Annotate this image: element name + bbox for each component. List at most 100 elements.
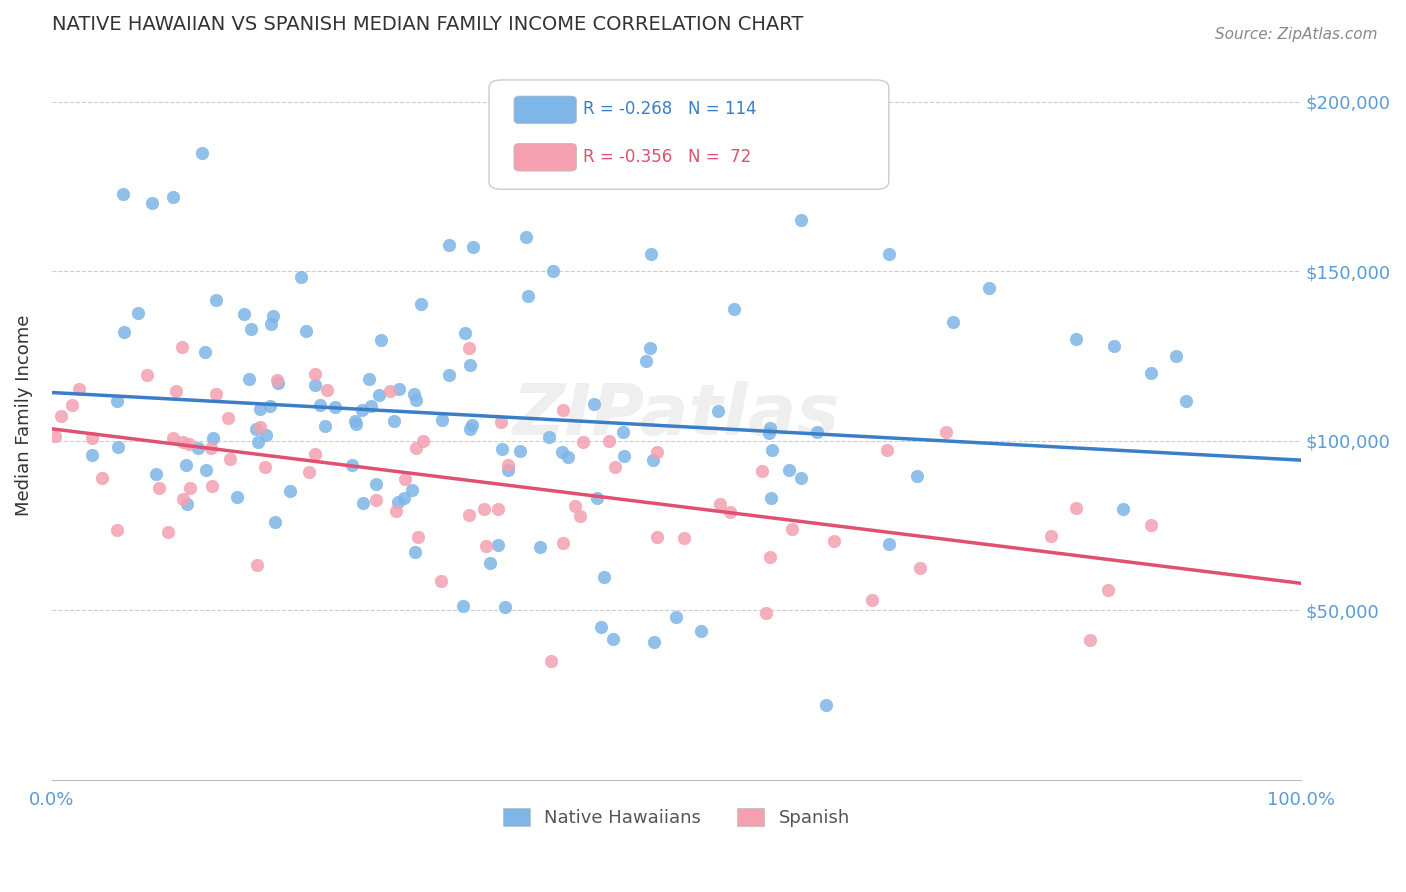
- Point: [112, 186, 135, 201]
- Point: [634, 354, 657, 368]
- Point: [439, 237, 461, 252]
- Point: [759, 549, 782, 564]
- Point: [602, 632, 624, 646]
- Point: [91, 471, 114, 485]
- Point: [690, 624, 713, 638]
- Point: [643, 452, 665, 467]
- Point: [352, 403, 374, 417]
- Point: [170, 341, 193, 355]
- Point: [430, 412, 453, 426]
- Point: [529, 540, 551, 554]
- Point: [479, 556, 502, 570]
- Point: [60, 398, 83, 412]
- Point: [458, 341, 481, 355]
- FancyBboxPatch shape: [489, 80, 889, 189]
- Point: [486, 501, 509, 516]
- Point: [977, 281, 1000, 295]
- Point: [876, 442, 898, 457]
- Point: [605, 459, 627, 474]
- Point: [541, 264, 564, 278]
- Point: [263, 309, 285, 323]
- Point: [665, 610, 688, 624]
- FancyBboxPatch shape: [515, 144, 576, 171]
- Point: [472, 501, 495, 516]
- Point: [205, 387, 228, 401]
- Point: [498, 458, 520, 472]
- Point: [80, 448, 103, 462]
- Point: [127, 306, 149, 320]
- Point: [172, 491, 194, 506]
- Point: [564, 499, 586, 513]
- Point: [707, 403, 730, 417]
- Point: [238, 372, 260, 386]
- Point: [364, 492, 387, 507]
- Point: [1040, 528, 1063, 542]
- Point: [304, 447, 326, 461]
- Point: [538, 430, 561, 444]
- Point: [107, 440, 129, 454]
- Point: [405, 441, 427, 455]
- Point: [613, 449, 636, 463]
- Point: [295, 324, 318, 338]
- Point: [246, 435, 269, 450]
- Point: [585, 491, 607, 506]
- Point: [401, 483, 423, 498]
- Point: [1140, 366, 1163, 380]
- Point: [860, 593, 883, 607]
- Point: [761, 491, 783, 505]
- Point: [458, 358, 481, 372]
- Point: [458, 422, 481, 436]
- Point: [201, 479, 224, 493]
- Point: [387, 494, 409, 508]
- Point: [343, 414, 366, 428]
- Point: [80, 431, 103, 445]
- Point: [245, 421, 267, 435]
- Point: [141, 196, 163, 211]
- Point: [461, 418, 484, 433]
- Point: [298, 465, 321, 479]
- Point: [263, 515, 285, 529]
- Point: [67, 383, 90, 397]
- Point: [205, 293, 228, 307]
- Point: [463, 240, 485, 254]
- Point: [942, 315, 965, 329]
- Point: [569, 508, 592, 523]
- Legend: Native Hawaiians, Spanish: Native Hawaiians, Spanish: [494, 798, 859, 836]
- Point: [384, 504, 406, 518]
- Point: [583, 397, 606, 411]
- Point: [612, 425, 634, 439]
- Point: [193, 344, 215, 359]
- Point: [190, 145, 212, 160]
- Point: [598, 434, 620, 449]
- Text: R = -0.356   N =  72: R = -0.356 N = 72: [582, 147, 751, 166]
- Point: [378, 384, 401, 398]
- Text: ZIPatlas: ZIPatlas: [513, 381, 839, 450]
- Point: [253, 460, 276, 475]
- Point: [187, 441, 209, 455]
- Point: [790, 213, 813, 227]
- Point: [905, 469, 928, 483]
- FancyBboxPatch shape: [515, 96, 576, 124]
- Point: [1140, 518, 1163, 533]
- Point: [360, 400, 382, 414]
- Point: [382, 414, 405, 428]
- Point: [515, 230, 537, 244]
- Point: [498, 462, 520, 476]
- Point: [879, 537, 901, 551]
- Point: [592, 570, 614, 584]
- Point: [1080, 633, 1102, 648]
- Point: [314, 418, 336, 433]
- Point: [778, 463, 800, 477]
- Point: [367, 388, 389, 402]
- Point: [404, 545, 426, 559]
- Point: [877, 247, 900, 261]
- Point: [1112, 501, 1135, 516]
- Point: [823, 534, 845, 549]
- Point: [474, 539, 496, 553]
- Point: [1097, 583, 1119, 598]
- Point: [340, 458, 363, 472]
- Point: [1164, 349, 1187, 363]
- Point: [105, 523, 128, 537]
- Point: [226, 490, 249, 504]
- Point: [344, 417, 367, 431]
